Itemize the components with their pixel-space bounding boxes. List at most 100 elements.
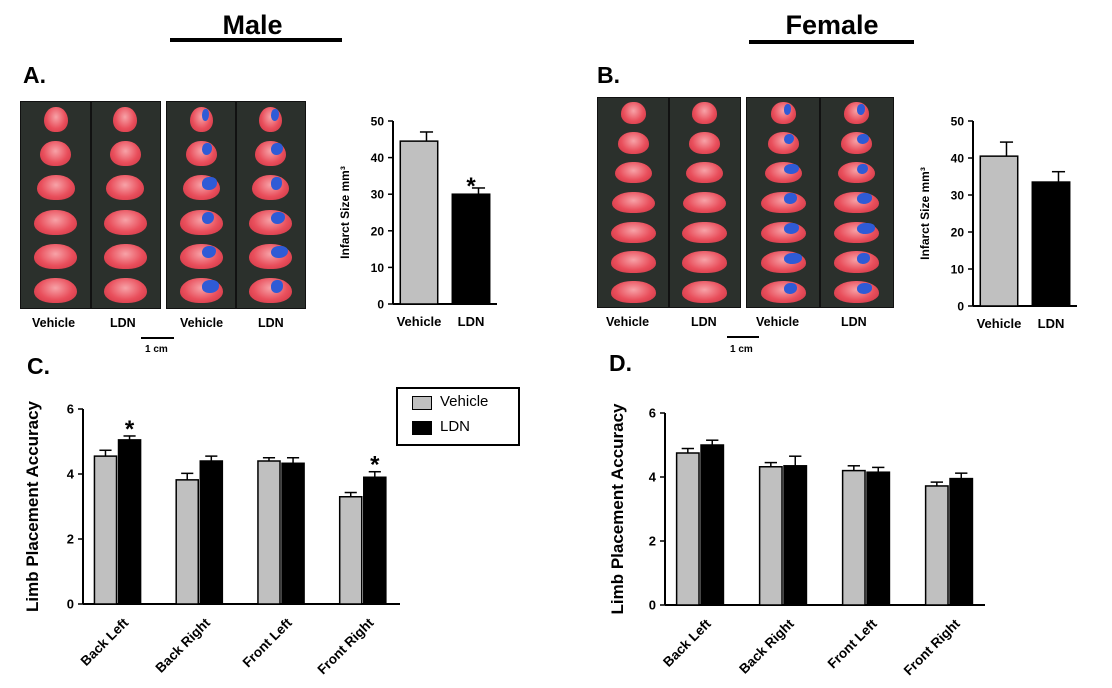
infarct-lesion-mark (202, 246, 217, 259)
y-tick-label: 30 (951, 189, 965, 203)
bar (338, 496, 363, 605)
x-tick-label: Front Left (825, 616, 881, 672)
brain-slice (43, 106, 68, 132)
female-header: Female (785, 10, 879, 40)
male-photo-label-ldn-2: LDN (258, 316, 284, 330)
female-photo-label-ldn-1: LDN (691, 315, 717, 329)
female-scale-label: 1 cm (730, 344, 753, 355)
x-tick-label: Back Right (153, 615, 214, 676)
brain-slice (113, 106, 138, 132)
female-scale-bar (727, 336, 759, 338)
bar (979, 155, 1019, 307)
brain-slice (771, 102, 796, 124)
brain-slice (761, 191, 806, 214)
brain-slice (611, 281, 656, 303)
brain-slice (618, 132, 649, 154)
brain-slice (258, 106, 283, 132)
infarct-lesion-mark (784, 193, 797, 205)
male-header: Male (222, 10, 283, 40)
infarct-lesion-mark (784, 253, 802, 264)
brain-slice (103, 278, 147, 304)
infarct-lesion-mark (784, 163, 799, 175)
x-tick-label: Front Right (901, 616, 963, 678)
brain-slice (34, 209, 78, 235)
brain-slice (767, 132, 800, 154)
x-tick-label: Back Left (660, 616, 714, 670)
brain-slice (833, 281, 880, 303)
infarct-lesion-mark (856, 103, 866, 115)
brain-slice (34, 278, 78, 304)
bar (924, 485, 949, 606)
male-photo-label-vehicle-1: Vehicle (32, 316, 76, 330)
brain-slice (611, 221, 656, 244)
brain-slice (249, 278, 292, 304)
infarct-lesion-mark (857, 133, 870, 145)
y-tick-label: 0 (649, 598, 656, 613)
brain-slice (611, 251, 656, 273)
brain-slice (692, 102, 717, 124)
infarct-lesion-mark (857, 193, 872, 205)
brain-slice (186, 141, 217, 166)
brain-slice (106, 175, 145, 201)
bar (399, 140, 439, 305)
panel-d-label: D. (609, 350, 632, 376)
brain-slice (611, 191, 656, 214)
brain-slice (103, 209, 147, 235)
x-tick-label: LDN (1038, 316, 1065, 331)
legend-swatch-vehicle (412, 396, 432, 410)
x-tick-label: Back Right (736, 616, 797, 677)
bar (175, 479, 200, 605)
infarct-lesion-mark (784, 223, 800, 235)
y-tick-label: 10 (371, 261, 385, 275)
y-tick-label: 20 (371, 224, 385, 238)
y-tick-label: 30 (371, 188, 385, 202)
infarct-lesion-mark (202, 143, 213, 156)
infarct-lesion-mark (784, 133, 795, 145)
x-tick-label: LDN (458, 314, 485, 329)
brain-slice (682, 191, 727, 214)
brain-slice (686, 161, 723, 184)
y-tick-label: 0 (957, 300, 964, 314)
y-axis-label: Infarct Size mm³ (918, 167, 932, 260)
photo-column-divider (235, 102, 237, 308)
bar (700, 444, 725, 606)
y-tick-label: 50 (371, 115, 385, 129)
legend: Vehicle LDN (396, 387, 520, 446)
bar (675, 452, 700, 606)
panel-b-label: B. (597, 62, 620, 88)
infarct-lesion-mark (271, 143, 283, 156)
y-tick-label: 6 (67, 402, 74, 417)
infarct-lesion-mark (857, 253, 871, 264)
male-brain-photo-right (166, 101, 306, 309)
significance-marker: * (370, 452, 380, 479)
male-scale-bar (141, 337, 174, 339)
male-photo-label-ldn-1: LDN (110, 316, 136, 330)
legend-label-vehicle: Vehicle (440, 393, 489, 410)
photo-column-divider (819, 98, 821, 307)
infarct-lesion-mark (857, 283, 873, 294)
brain-slice (103, 244, 147, 269)
y-tick-label: 4 (649, 470, 657, 485)
female-brain-photo-left (597, 97, 741, 308)
bar (758, 466, 783, 606)
infarct-lesion-mark (202, 211, 215, 225)
brain-slice (837, 161, 876, 184)
bar (117, 439, 142, 605)
brain-slice (844, 102, 869, 124)
y-tick-label: 40 (951, 152, 965, 166)
brain-slice (615, 161, 652, 184)
infarct-lesion-mark (784, 283, 798, 294)
infarct-lesion-mark (202, 177, 217, 190)
bar (451, 193, 491, 305)
male-photo-label-vehicle-2: Vehicle (180, 316, 224, 330)
female-photo-label-vehicle-2: Vehicle (756, 315, 800, 329)
x-tick-label: Back Left (78, 615, 132, 669)
significance-marker: * (125, 416, 135, 443)
y-axis-label: Limb Placement Accuracy (23, 400, 42, 612)
brain-slice (682, 281, 727, 303)
y-tick-label: 50 (951, 115, 965, 129)
x-tick-label: Vehicle (397, 314, 442, 329)
infarct-lesion-mark (270, 108, 279, 122)
brain-slice (682, 221, 727, 244)
infarct-lesion-mark (857, 223, 875, 235)
